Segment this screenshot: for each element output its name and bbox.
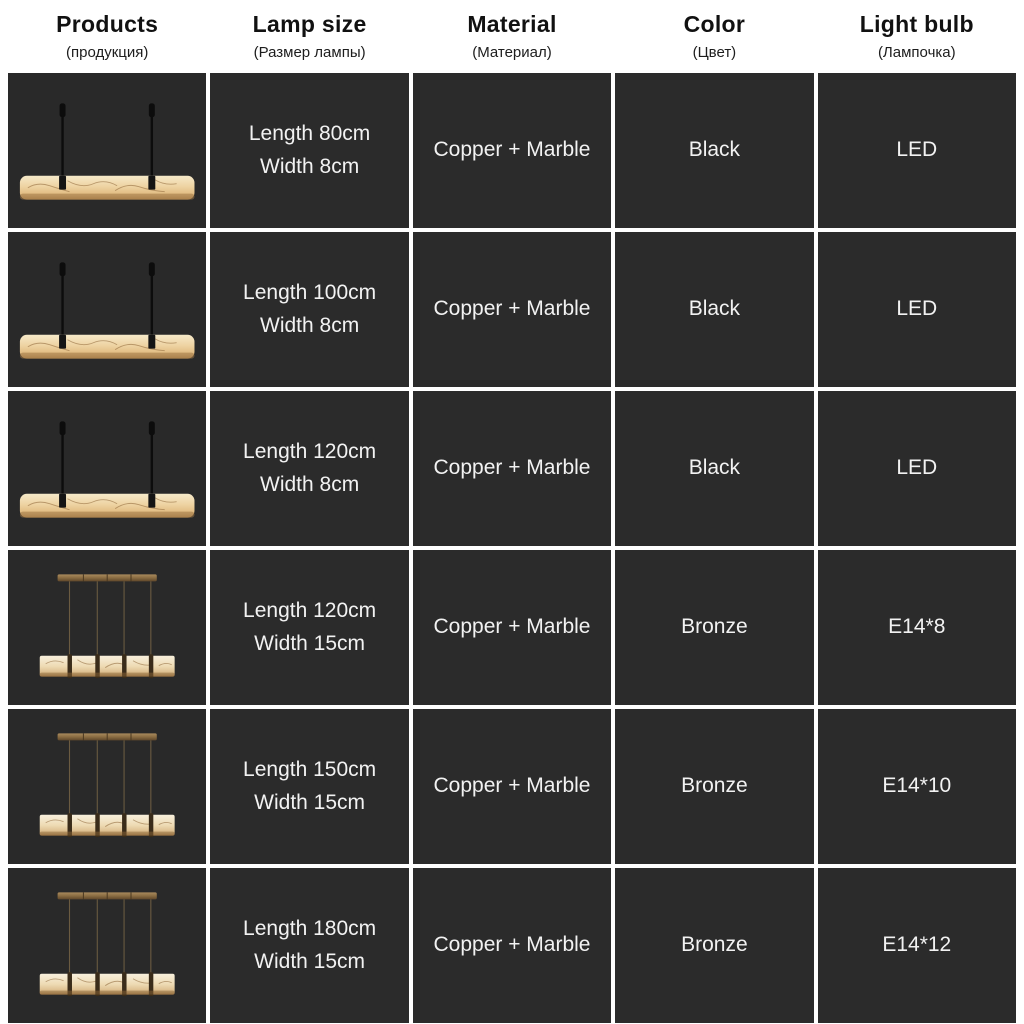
size-line: Width 15cm [254,790,366,814]
color-cell: Bronze [615,709,814,864]
header-subtitle: (Лампочка) [877,44,956,61]
lamp-size-cell: Length 150cm Width 15cm [210,709,409,864]
four-rod-canopy-marble-pendant-image [39,891,176,997]
color-cell: Black [615,73,814,228]
size-line: Length 100cm [243,280,377,304]
material-cell: Copper + Marble [412,232,612,387]
size-line: Length 180cm [243,916,377,940]
header-subtitle: (Материал) [472,44,552,61]
light-bulb-cell: LED [817,73,1016,228]
header-title: Products [56,11,159,37]
product-photo-cell [8,868,207,1023]
light-bulb-cell: E14*8 [817,550,1016,705]
size-line: Width 8cm [260,313,360,337]
size-line: Width 8cm [260,472,360,496]
lamp-size-cell: Length 120cm Width 8cm [210,391,409,546]
product-photo-cell [8,550,207,705]
product-photo-cell [8,232,207,387]
header-title: Lamp size [252,11,367,37]
material-cell: Copper + Marble [412,709,612,864]
size-line: Length 120cm [243,598,377,622]
lamp-size-cell: Length 80cm Width 8cm [210,73,409,228]
header-title: Color [683,11,746,37]
lamp-size-cell: Length 120cm Width 15cm [210,550,409,705]
two-rod-marble-pendant-image [19,261,195,360]
light-bulb-cell: E14*12 [817,868,1016,1023]
header-title: Light bulb [859,11,974,37]
header-subtitle: (Размер лампы) [253,44,366,61]
header-light-bulb: Light bulb (Лампочка) [818,0,1016,73]
light-bulb-cell: LED [817,391,1016,546]
header-material: Material (Материал) [413,0,611,73]
light-bulb-cell: E14*10 [817,709,1016,864]
four-rod-canopy-marble-pendant-image [39,573,176,679]
lamp-size-cell: Length 100cm Width 8cm [210,232,409,387]
size-line: Length 120cm [243,439,377,463]
spec-table: Length 80cm Width 8cm Copper + Marble Bl… [8,73,1016,1023]
color-cell: Black [615,391,814,546]
material-cell: Copper + Marble [412,73,612,228]
header-subtitle: (Цвет) [692,44,737,61]
header-subtitle: (продукция) [66,44,149,61]
color-cell: Black [615,232,814,387]
material-cell: Copper + Marble [412,550,612,705]
product-photo-cell [8,391,207,546]
color-cell: Bronze [615,550,814,705]
material-cell: Copper + Marble [412,868,612,1023]
size-line: Length 150cm [243,757,377,781]
header-products: Products (продукция) [8,0,206,73]
header-lamp-size: Lamp size (Размер лампы) [210,0,408,73]
size-line: Width 15cm [254,949,366,973]
product-photo-cell [8,73,207,228]
lamp-size-cell: Length 180cm Width 15cm [210,868,409,1023]
color-cell: Bronze [615,868,814,1023]
header-title: Material [467,11,557,37]
four-rod-canopy-marble-pendant-image [39,732,176,838]
light-bulb-cell: LED [817,232,1016,387]
product-photo-cell [8,709,207,864]
two-rod-marble-pendant-image [19,102,195,201]
size-line: Width 8cm [260,154,360,178]
header-color: Color (Цвет) [615,0,813,73]
size-line: Width 15cm [254,631,366,655]
material-cell: Copper + Marble [412,391,612,546]
table-header: Products (продукция) Lamp size (Размер л… [8,0,1016,73]
two-rod-marble-pendant-image [19,420,195,519]
size-line: Length 80cm [248,121,371,145]
